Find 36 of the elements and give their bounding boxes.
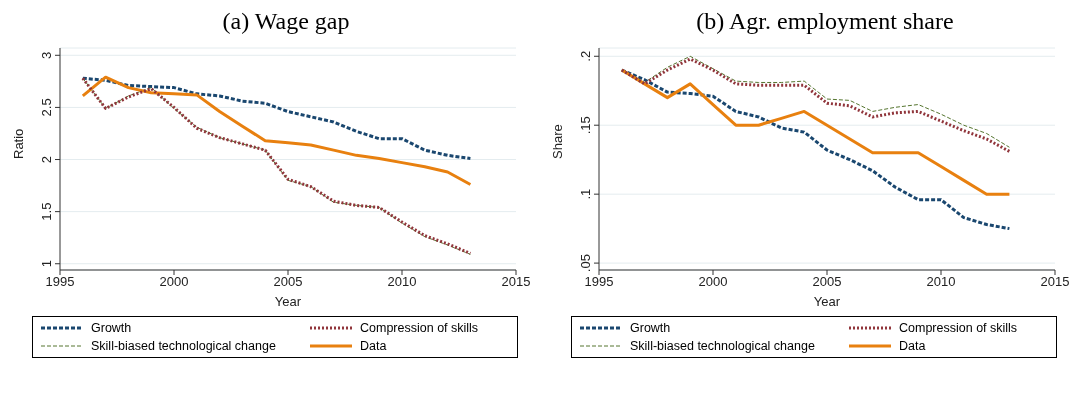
- x-tick-label: 2010: [926, 274, 956, 290]
- y-tick-label: .1: [578, 188, 593, 200]
- line-series: [81, 75, 472, 187]
- line-series: [620, 68, 1011, 196]
- legend-label: Growth: [91, 321, 132, 335]
- y-axis-title: Share: [549, 124, 565, 159]
- legend-label: Growth: [630, 321, 671, 335]
- x-tick-label: 1995: [584, 274, 614, 290]
- legend-label: Compression of skills: [360, 321, 479, 335]
- y-axis-title: Ratio: [10, 128, 26, 159]
- y-tick-label: 3: [39, 51, 54, 59]
- legend-label: Data: [899, 339, 926, 353]
- y-tick-label: 2: [39, 155, 54, 164]
- x-tick-label: 2000: [159, 274, 189, 290]
- x-tick-label: 2005: [273, 274, 303, 290]
- y-tick-label: .05: [578, 254, 593, 273]
- legend-label: Data: [360, 339, 387, 353]
- x-tick-label: 2015: [501, 274, 531, 290]
- x-tick-label: 2015: [1040, 274, 1070, 290]
- chart-title: (b) Agr. employment share: [695, 8, 955, 36]
- legend-label: Skill-biased technological change: [630, 339, 815, 353]
- y-tick-label: .2: [578, 50, 593, 62]
- x-tick-label: 1995: [45, 274, 75, 290]
- y-tick-label: 1: [39, 260, 54, 268]
- line-series: [81, 76, 472, 160]
- legend-label: Skill-biased technological change: [91, 339, 276, 353]
- y-tick-label: .15: [578, 116, 593, 135]
- x-tick-label: 2000: [698, 274, 728, 290]
- x-axis-title: Year: [274, 294, 302, 309]
- x-axis-title: Year: [813, 294, 841, 309]
- x-tick-label: 2005: [812, 274, 842, 290]
- y-tick-label: 1.5: [39, 202, 54, 221]
- legend-label: Compression of skills: [899, 321, 1018, 335]
- x-tick-label: 2010: [387, 274, 417, 290]
- y-tick-label: 2.5: [39, 98, 54, 117]
- chart-title: (a) Wage gap: [221, 8, 351, 36]
